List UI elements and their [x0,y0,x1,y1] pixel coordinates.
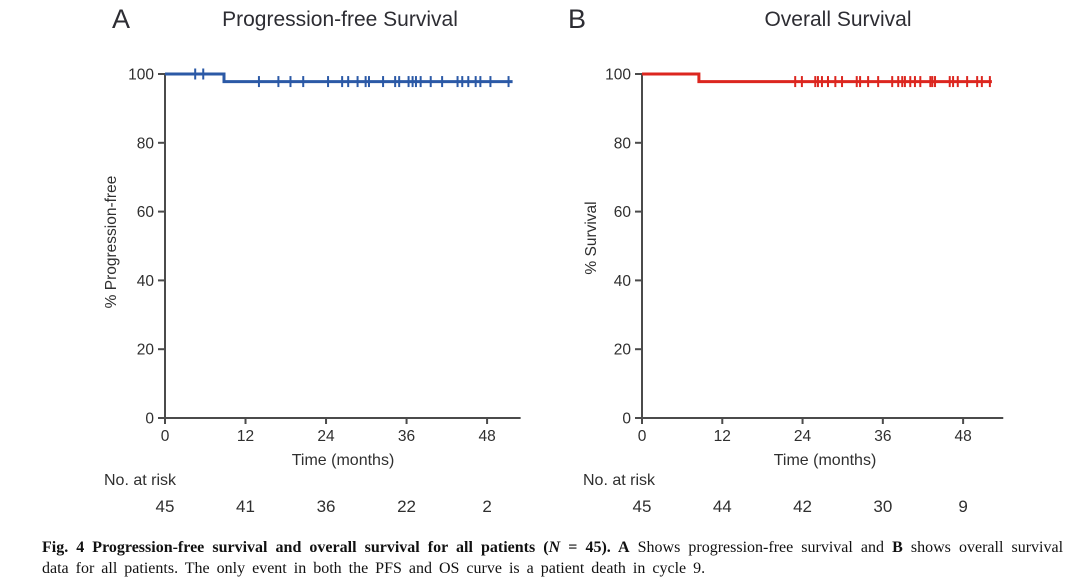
y-tick-label: 60 [614,204,632,221]
caption-segment: A [617,539,630,556]
x-axis-label-pfs: Time (months) [291,452,395,469]
panel-pfs: A Progression-free Survival % Progressio… [0,0,540,530]
y-tick-label: 100 [605,67,631,84]
x-tick-label: 12 [714,428,731,445]
x-tick-label: 24 [317,428,335,445]
x-tick-label: 36 [874,428,891,445]
y-tick-label: 20 [137,342,155,359]
y-tick-label: 60 [137,204,155,221]
x-tick-label: 24 [794,428,812,445]
x-axis-label-os: Time (months) [773,452,877,469]
y-tick-label: 40 [137,273,155,290]
risk-count: 42 [793,497,812,516]
caption-segment: shows overall survival [902,539,1064,556]
panel-letter-b: B [568,4,587,34]
x-tick-label: 36 [398,428,415,445]
x-tick-label: 12 [237,428,254,445]
caption-line-2: data for all patients. The only event in… [42,558,1063,579]
y-tick-label: 80 [614,135,632,152]
y-tick-label: 40 [614,273,632,290]
risk-count: 9 [958,497,967,516]
x-tick-label: 0 [638,428,647,445]
risk-label-os: No. at risk [583,472,656,489]
risk-label-pfs: No. at risk [104,472,177,489]
survival-plot-os: 0 20 40 60 80 100 0 12 24 36 48 45 44 42 30 9 [605,67,1004,516]
figure-caption: Fig. 4 Progression-free survival and ove… [42,537,1063,579]
risk-count: 22 [397,497,416,516]
panel-title-pfs: Progression-free Survival [222,8,458,31]
y-tick-label: 100 [128,67,154,84]
caption-segment: data for all patients. The only event in… [42,560,706,577]
x-tick-label: 48 [478,428,495,445]
panel-title-os: Overall Survival [764,8,912,31]
km-curve-b [642,72,992,84]
x-tick-label: 0 [161,428,170,445]
risk-count: 41 [236,497,255,516]
y-tick-label: 80 [137,135,155,152]
x-tick-label: 48 [954,428,971,445]
caption-segment: Fig. 4 Progression-free survival and ove… [42,539,549,556]
y-tick-label: 20 [614,342,632,359]
risk-count: 45 [633,497,652,516]
caption-segment: N [548,539,561,556]
caption-segment: Shows progression-free survival and [629,539,893,556]
risk-count: 45 [156,497,175,516]
y-tick-label: 0 [145,411,154,428]
caption-line-1: Fig. 4 Progression-free survival and ove… [42,537,1063,558]
km-curve-a [165,72,513,84]
caption-segment: = 45). [560,539,618,556]
risk-count: 2 [482,497,491,516]
y-tick-label: 0 [622,411,631,428]
panel-letter-a: A [112,4,131,34]
risk-count: 44 [713,497,732,516]
risk-count: 30 [873,497,892,516]
risk-count: 36 [317,497,336,516]
panel-os: B Overall Survival % Survival 0 20 40 60 80 1… [540,0,1080,530]
caption-segment: B [892,539,903,556]
